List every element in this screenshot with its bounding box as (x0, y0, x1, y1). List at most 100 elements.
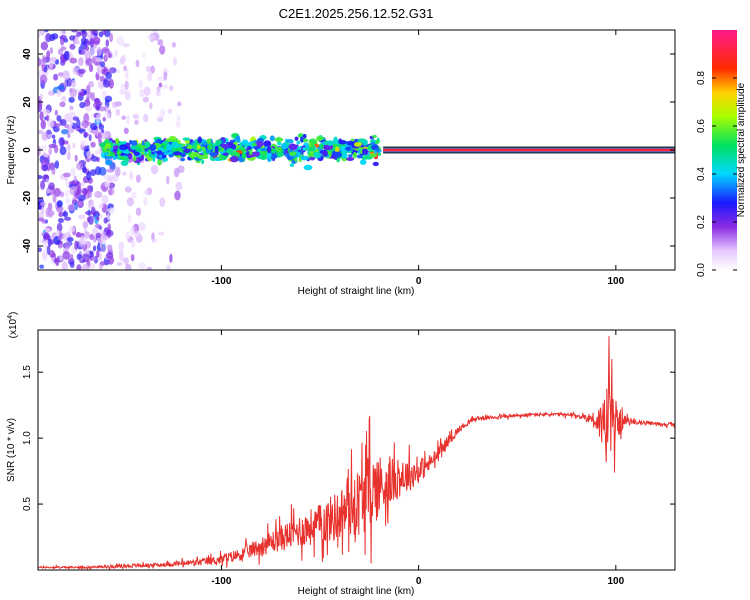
heatmap-cell (274, 137, 284, 142)
heatmap-cell (215, 139, 223, 146)
heatmap-cell (59, 191, 65, 198)
heatmap-cell (163, 151, 168, 156)
heatmap-cell (120, 160, 129, 166)
heatmap-cell (266, 146, 272, 154)
heatmap-cell (92, 36, 101, 44)
heatmap-cell (47, 89, 54, 97)
heatmap-cell (99, 106, 106, 112)
heatmap-cell (59, 30, 67, 36)
snr-y-tick-label: 1.5 (22, 365, 33, 379)
heatmap-cell (45, 114, 50, 122)
figure-title: C2E1.2025.256.12.52.G31 (279, 6, 434, 21)
heatmap-cell (107, 207, 115, 215)
heatmap-cell (135, 59, 140, 68)
heatmap-cell (47, 209, 54, 218)
heatmap-cell (85, 210, 93, 216)
heatmap-cell (54, 123, 61, 128)
heatmap-cell (72, 66, 80, 75)
heatmap-cell (100, 261, 106, 266)
heatmap-cell (135, 207, 142, 216)
heatmap-cell (129, 170, 133, 180)
heatmap-cell (105, 71, 112, 80)
heatmap-cell (90, 91, 96, 101)
heatmap-cell (372, 161, 379, 167)
heatmap-cell (99, 75, 105, 82)
heatmap-feature-0 (38, 30, 117, 270)
heatmap-cell (186, 145, 194, 150)
colorbar-tick-label: 0.4 (696, 167, 707, 181)
heatmap-cell (42, 109, 51, 115)
heatmap-cell (68, 96, 75, 103)
heatmap-cell (42, 55, 46, 64)
heatmap-cell (103, 48, 111, 55)
heatmap-cell (281, 142, 288, 150)
heatmap-cell (57, 72, 64, 77)
heatmap-cell (59, 254, 63, 261)
heatmap-cell (69, 35, 76, 41)
heatmap-cell (85, 57, 92, 67)
heatmap-feature-3 (383, 146, 675, 154)
heatmap-cell (59, 146, 67, 156)
heatmap-cell (119, 88, 127, 95)
heatmap-cell (86, 170, 92, 181)
heatmap-cell (289, 163, 295, 167)
heatmap-cell (353, 142, 362, 147)
snr-x-ticks: -100 0 100 (211, 330, 625, 587)
heatmap-cell (68, 226, 76, 233)
heatmap-cell (39, 74, 48, 85)
heatmap-cell (251, 151, 261, 157)
heatmap-x-ticks: -100 0 100 (211, 30, 625, 287)
heatmap-cell (38, 247, 42, 253)
heatmap-cell (345, 146, 351, 151)
snr-x-axis-label: Height of straight line (km) (298, 586, 415, 597)
heatmap-cell (112, 145, 119, 150)
heatmap-cell (125, 263, 132, 270)
heatmap-line-edge (383, 146, 675, 148)
heatmap-cell (75, 231, 82, 238)
heatmap-cell (263, 140, 272, 148)
heatmap-cell (84, 231, 90, 239)
heatmap-cell (371, 134, 378, 138)
heatmap-cell (269, 135, 275, 142)
heatmap-cell (270, 153, 278, 160)
heatmap-cell (96, 46, 103, 57)
heatmap-cell (82, 263, 90, 270)
heatmap-cell (135, 174, 141, 183)
heatmap-cell (76, 162, 84, 171)
heatmap-cell (74, 154, 78, 162)
heatmap-cell (63, 50, 70, 61)
heatmap-cell (207, 144, 213, 151)
heatmap-cell (79, 101, 86, 109)
heatmap-cell (108, 78, 114, 89)
heatmap-cell (67, 204, 76, 212)
heatmap-cell (76, 31, 82, 37)
heatmap-cell (124, 186, 132, 193)
heatmap-cell (51, 134, 56, 139)
heatmap-cell (331, 154, 335, 159)
heatmap-cell (192, 142, 198, 150)
heatmap-cell (97, 132, 102, 143)
heatmap-cell (65, 198, 71, 204)
heatmap-cell (111, 101, 118, 109)
heatmap-cell (206, 138, 212, 144)
heatmap-cell (54, 109, 58, 116)
heatmap-cell (78, 57, 84, 66)
heatmap-cell (362, 139, 368, 146)
heatmap-cell (149, 102, 153, 110)
heatmap-cell (63, 79, 68, 88)
heatmap-cell (86, 91, 93, 99)
heatmap-cell (159, 154, 163, 158)
heatmap-cell (300, 136, 304, 143)
heatmap-cell (133, 154, 137, 162)
heatmap-cell (348, 154, 353, 158)
heatmap-cell (59, 101, 66, 108)
heatmap-cell (76, 119, 81, 129)
heatmap-cell (166, 264, 171, 270)
heatmap-cell (156, 86, 161, 93)
heatmap-cell (172, 57, 177, 66)
heatmap-cell (159, 197, 166, 208)
heatmap-cell (57, 85, 65, 90)
heatmap-cell (98, 166, 107, 176)
heatmap-cell (76, 264, 82, 270)
heatmap-cell (302, 147, 308, 151)
